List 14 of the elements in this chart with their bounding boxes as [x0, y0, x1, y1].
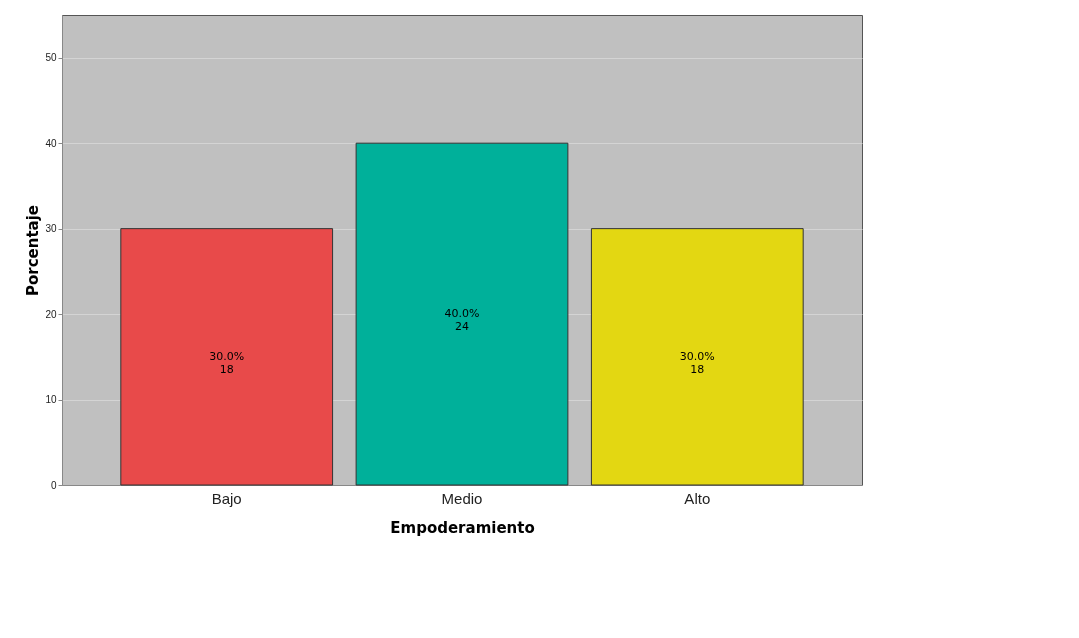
y-tick-label: 10 — [45, 394, 57, 406]
y-tick-label: 0 — [50, 479, 57, 491]
x-axis-title: Empoderamiento — [390, 518, 535, 537]
x-tick-label: Alto — [684, 489, 711, 507]
y-tick-label: 20 — [45, 308, 57, 320]
y-tick-label: 40 — [45, 137, 57, 149]
data-label: 40.0% 24 — [444, 307, 480, 334]
data-label: 30.0% 18 — [209, 349, 245, 376]
y-axis-title: Porcentaje — [24, 204, 43, 297]
y-tick-label: 50 — [45, 52, 57, 64]
data-label: 30.0% 18 — [679, 349, 715, 376]
y-tick-label: 30 — [45, 223, 57, 235]
x-tick-label: Bajo — [211, 489, 242, 507]
x-tick-label: Medio — [441, 489, 483, 507]
